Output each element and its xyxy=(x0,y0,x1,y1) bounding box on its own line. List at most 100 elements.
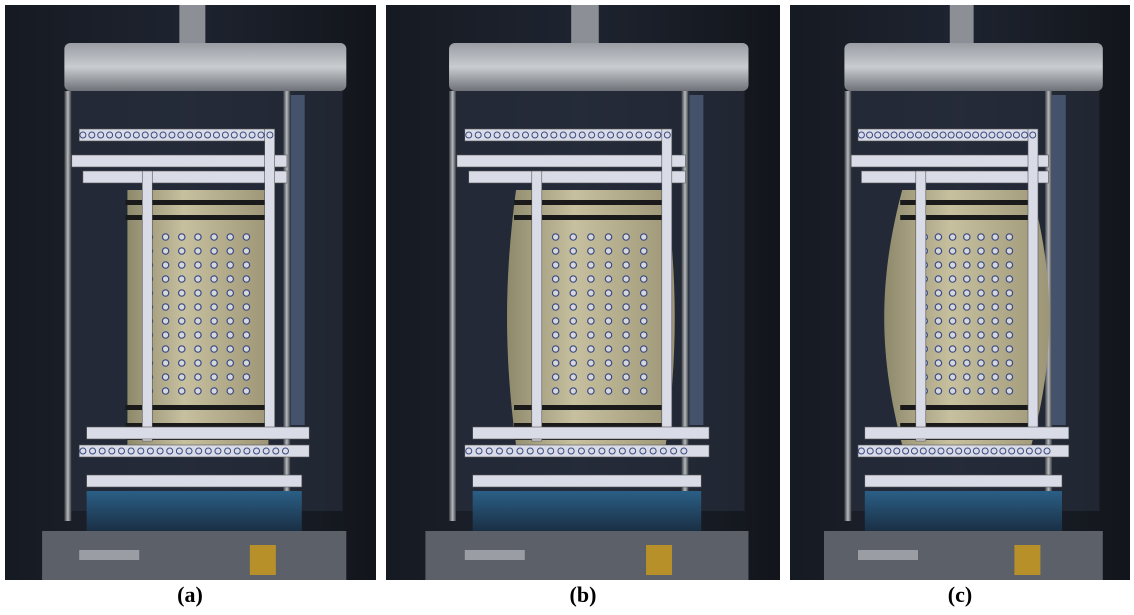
marker-dot xyxy=(978,332,984,338)
marker-dot xyxy=(211,318,217,324)
marker-dot xyxy=(641,248,647,254)
marker-dot xyxy=(227,346,233,352)
marker-dot xyxy=(1006,304,1012,310)
marker-dot xyxy=(605,290,611,296)
marker-dot xyxy=(1006,234,1012,240)
base xyxy=(865,491,1062,531)
marker-dot xyxy=(195,388,201,394)
marker-strip xyxy=(858,445,1069,457)
marker-dot xyxy=(211,290,217,296)
marker-dot xyxy=(195,332,201,338)
marker-dot xyxy=(227,332,233,338)
marker-dot xyxy=(552,290,558,296)
marker-dot xyxy=(978,248,984,254)
photo xyxy=(5,5,376,580)
marker-dot xyxy=(992,374,998,380)
marker-dot xyxy=(978,346,984,352)
marker-dot xyxy=(964,388,970,394)
marker-dot xyxy=(552,276,558,282)
marker-dot xyxy=(552,304,558,310)
marker-dot xyxy=(605,304,611,310)
marker-dot xyxy=(935,234,941,240)
marker-dot xyxy=(964,346,970,352)
marker-dot xyxy=(552,346,558,352)
marker-dot xyxy=(162,318,168,324)
marker-dot xyxy=(588,360,594,366)
marker-dot xyxy=(195,248,201,254)
marker-dot xyxy=(570,304,576,310)
marker-dot xyxy=(992,262,998,268)
marker-dot xyxy=(570,234,576,240)
marker-dot xyxy=(227,304,233,310)
marker-strip xyxy=(662,129,672,439)
marker-dot xyxy=(949,304,955,310)
marker-dot xyxy=(195,304,201,310)
marker-dot xyxy=(641,332,647,338)
marker-dot xyxy=(162,276,168,282)
marker-dot xyxy=(978,360,984,366)
marker-strip xyxy=(865,427,1069,439)
marker-dot xyxy=(992,276,998,282)
figure: (a) (b) (c) xyxy=(0,0,1134,615)
marker-dot xyxy=(1006,388,1012,394)
marker-dot xyxy=(243,346,249,352)
marker-dot xyxy=(978,262,984,268)
marker-dot xyxy=(949,262,955,268)
marker-dot xyxy=(641,346,647,352)
marker-dot xyxy=(243,332,249,338)
marker-dot xyxy=(227,318,233,324)
marker-dot xyxy=(949,318,955,324)
marker-dot xyxy=(992,290,998,296)
marker-dot xyxy=(588,234,594,240)
marker-dot xyxy=(1006,332,1012,338)
marker-dot xyxy=(641,234,647,240)
marker-dot xyxy=(195,374,201,380)
marker-dot xyxy=(935,276,941,282)
photo xyxy=(790,5,1130,580)
marker-dot xyxy=(964,360,970,366)
marker-dot xyxy=(588,318,594,324)
marker-dot xyxy=(949,346,955,352)
marker-dot xyxy=(605,248,611,254)
marker-strip xyxy=(457,155,686,167)
marker-strip xyxy=(79,445,309,457)
top-plate xyxy=(64,43,346,91)
marker-dot xyxy=(162,374,168,380)
glass-highlight xyxy=(291,95,305,425)
marker-dot xyxy=(243,276,249,282)
marker-dot xyxy=(570,248,576,254)
marker-dot xyxy=(992,318,998,324)
marker-dot xyxy=(964,248,970,254)
fitting xyxy=(858,550,918,560)
marker-dot xyxy=(964,318,970,324)
marker-dot xyxy=(162,388,168,394)
marker-dot xyxy=(641,290,647,296)
marker-dot xyxy=(195,276,201,282)
marker-dot xyxy=(243,360,249,366)
marker-dot xyxy=(1006,318,1012,324)
marker-dot xyxy=(588,262,594,268)
marker-dot xyxy=(605,332,611,338)
marker-dot xyxy=(179,360,185,366)
marker-dot xyxy=(949,332,955,338)
marker-dot xyxy=(992,304,998,310)
marker-dot xyxy=(179,262,185,268)
marker-strip xyxy=(83,171,287,183)
marker-dot xyxy=(570,388,576,394)
marker-dot xyxy=(162,346,168,352)
marker-dot xyxy=(552,262,558,268)
fitting xyxy=(465,550,525,560)
marker-dot xyxy=(162,234,168,240)
marker-dot xyxy=(949,234,955,240)
marker-dot xyxy=(211,248,217,254)
marker-dot xyxy=(605,234,611,240)
marker-strip xyxy=(79,129,272,141)
marker-dot xyxy=(935,346,941,352)
marker-dot xyxy=(623,234,629,240)
marker-dot xyxy=(570,318,576,324)
marker-dot xyxy=(179,304,185,310)
marker-dot xyxy=(162,248,168,254)
base xyxy=(87,491,302,531)
marker-dot xyxy=(623,388,629,394)
marker-dot xyxy=(992,360,998,366)
